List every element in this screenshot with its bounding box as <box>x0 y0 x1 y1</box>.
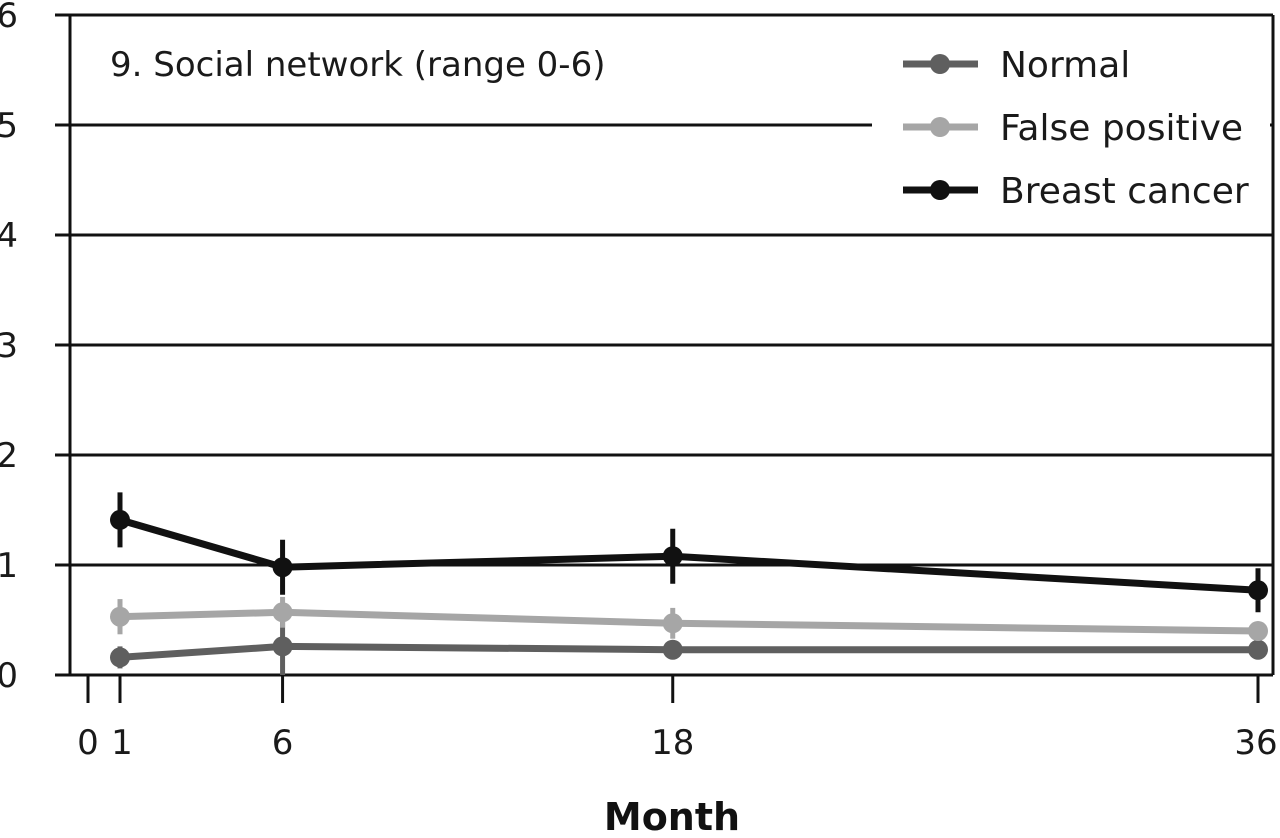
chart-title: 9. Social network (range 0-6) <box>110 45 605 85</box>
x-tick-label: 6 <box>272 723 294 763</box>
legend-swatch-marker <box>930 54 950 74</box>
series-breast-cancer <box>110 492 1268 613</box>
data-point <box>110 647 130 668</box>
y-tick-label: 0 <box>0 656 18 696</box>
data-point <box>272 602 293 623</box>
legend-swatch-marker <box>930 117 950 137</box>
legend-label: False positive <box>1000 108 1243 149</box>
x-tick-label: 1 <box>111 723 133 763</box>
x-tick-label: 18 <box>651 723 694 763</box>
series-line <box>119 516 1259 594</box>
data-series <box>110 492 1268 675</box>
legend-item: Breast cancer <box>903 171 1249 212</box>
grid-lines <box>70 123 1273 567</box>
y-tick-label: 6 <box>0 0 18 36</box>
data-point <box>662 546 683 567</box>
series-false-positive <box>110 596 1268 641</box>
y-tick-label: 2 <box>0 436 18 476</box>
x-tick-label: 0 <box>77 723 99 763</box>
data-point <box>1248 580 1268 601</box>
legend-swatch-marker <box>930 180 950 200</box>
y-tick-label: 5 <box>0 106 18 146</box>
y-tick-label: 4 <box>0 216 18 256</box>
data-point <box>272 636 293 657</box>
data-point <box>662 639 683 660</box>
legend-label: Breast cancer <box>1000 171 1249 212</box>
data-point <box>662 613 683 634</box>
legend: Normal False positive Breast cancer <box>903 45 1249 212</box>
data-point <box>1248 639 1268 660</box>
x-tick-label: 36 <box>1234 723 1277 763</box>
data-point <box>110 606 130 627</box>
series-line <box>119 608 1259 635</box>
legend-label: Normal <box>1000 45 1130 86</box>
data-point <box>1248 621 1268 641</box>
y-tick-label: 1 <box>0 546 18 586</box>
y-tick-label: 3 <box>0 326 18 366</box>
legend-item: False positive <box>903 108 1243 149</box>
series-normal <box>110 607 1268 675</box>
x-axis-ticks: 0 1 6 18 36 <box>77 675 1278 763</box>
legend-item: Normal <box>903 45 1130 86</box>
series-line <box>119 642 1258 661</box>
x-axis-label: Month <box>604 795 740 838</box>
data-point <box>110 509 130 530</box>
data-point <box>272 557 293 578</box>
y-axis-ticks: 0 1 2 3 4 5 6 <box>0 0 70 696</box>
